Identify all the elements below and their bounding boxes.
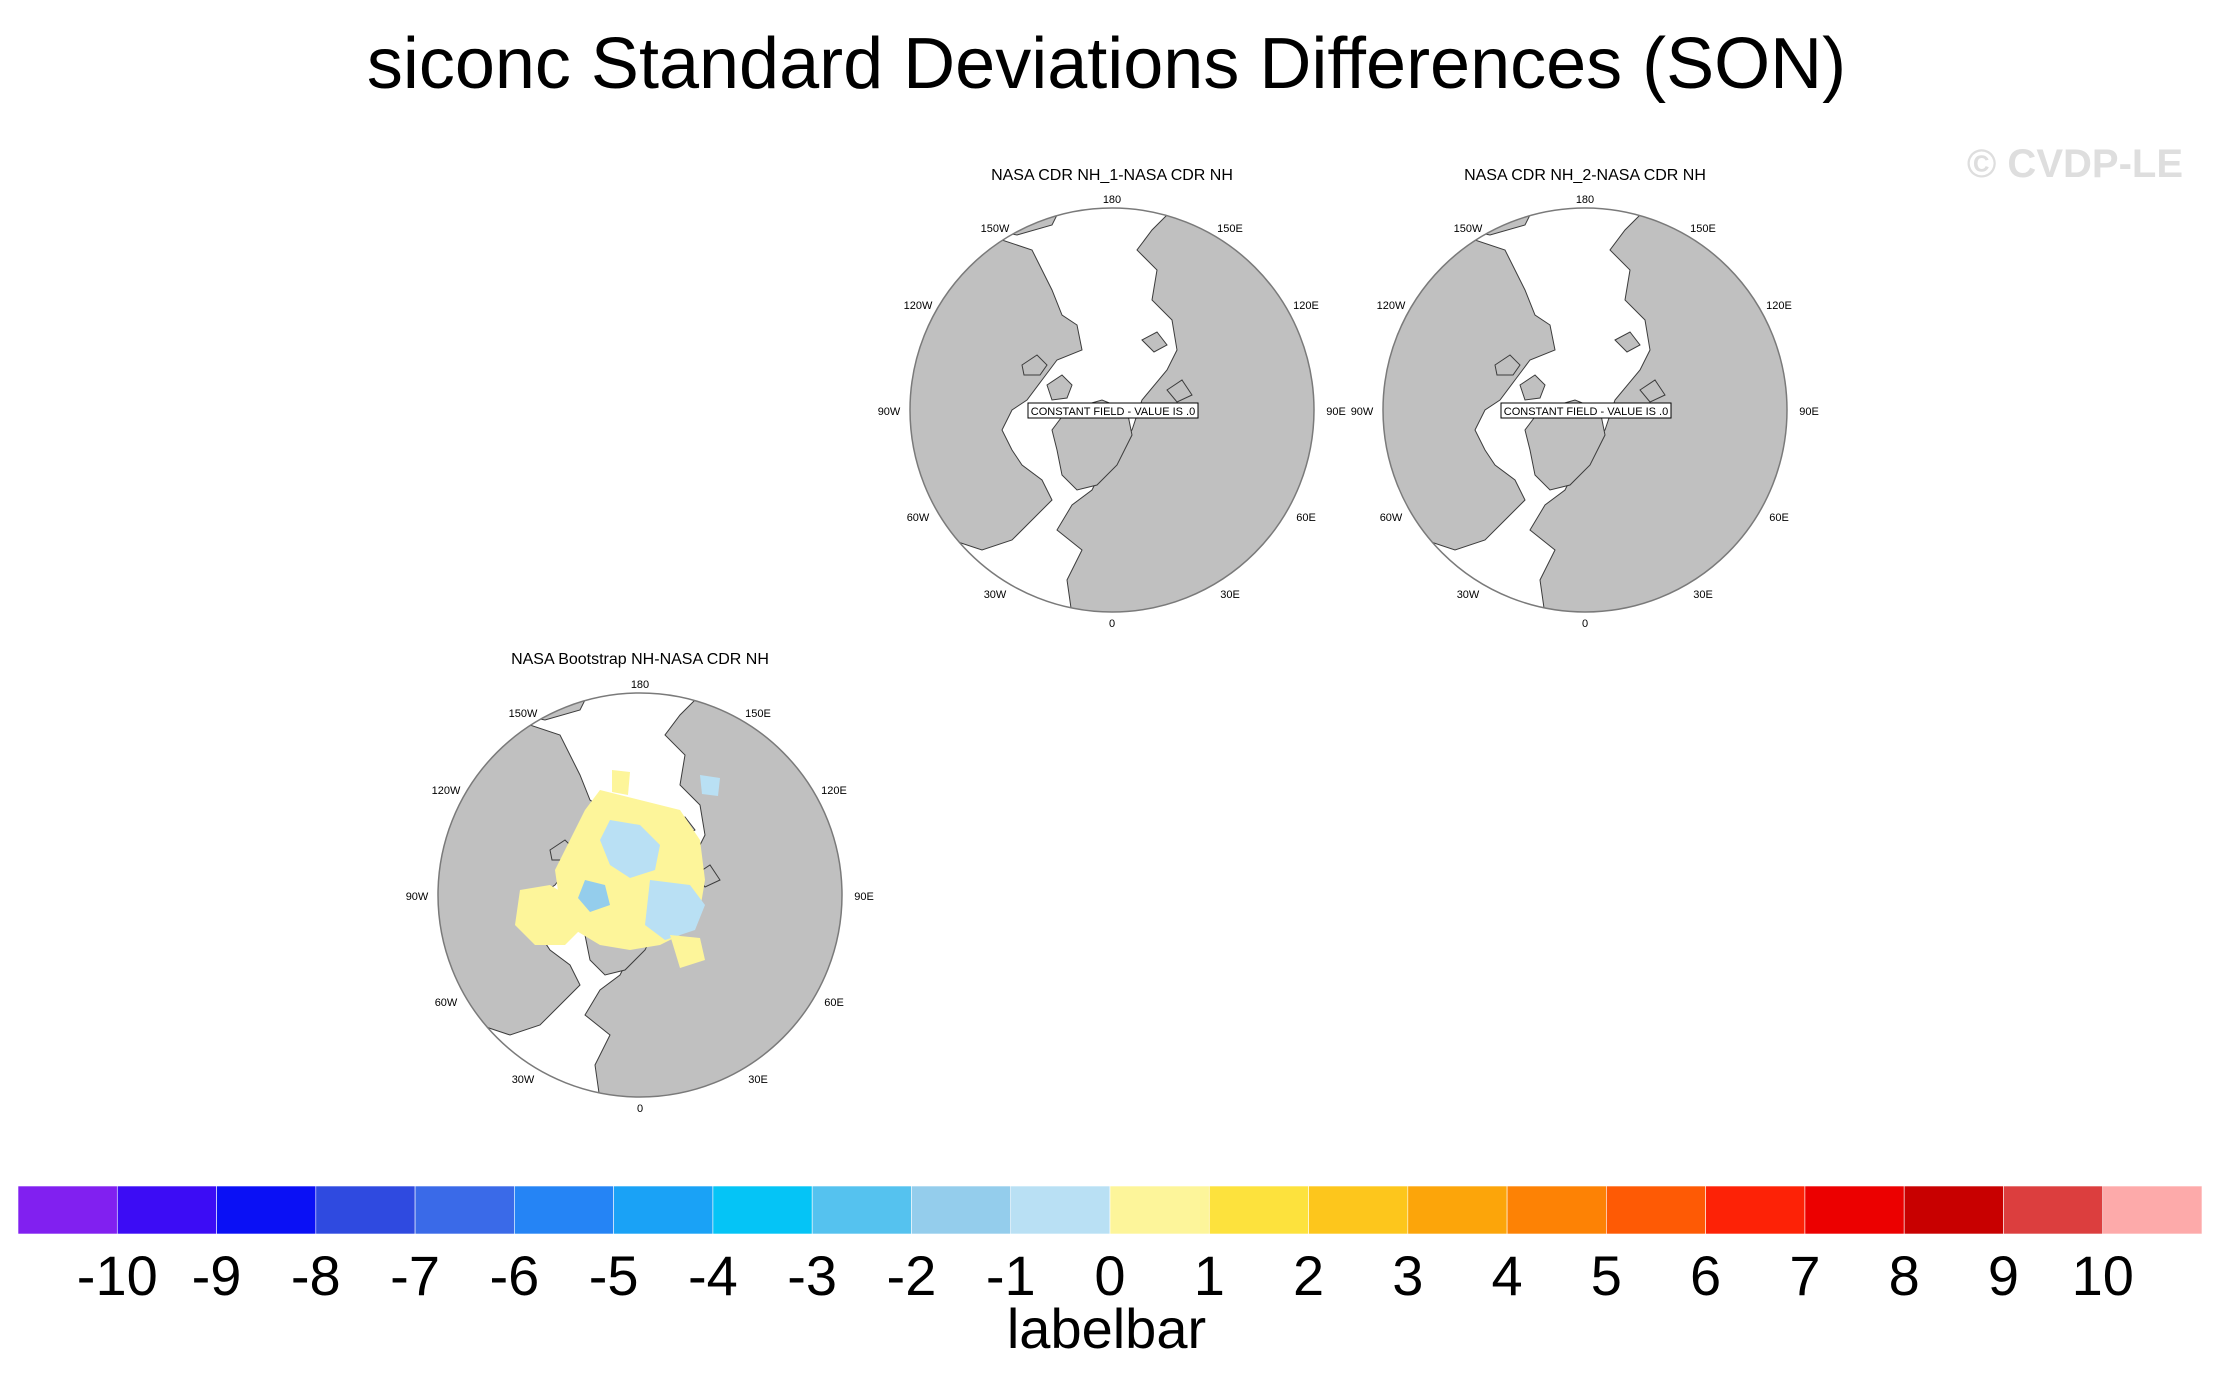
lon-label: 30E [748,1074,768,1086]
panel-title-3: NASA Bootstrap NH-NASA CDR NH [511,651,769,668]
colorbar-title: labelbar [1006,1297,1207,1360]
constant-field-note: CONSTANT FIELD - VALUE IS .0 [1031,406,1195,418]
colorbar-swatch [1010,1186,1111,1234]
lon-label: 120E [1293,300,1319,312]
colorbar-tick-label: -5 [588,1244,639,1307]
colorbar-swatch [1804,1186,1905,1234]
lon-labels-2: 180 150E 120E 90E 60E 30E 0 30W 60W 90W … [1351,194,1819,630]
lon-label: 30W [512,1074,535,1086]
lon-label: 30E [1693,589,1713,601]
lon-label: 90W [878,406,901,418]
lon-label: 150E [745,708,771,720]
watermark: © CVDP-LE [1966,142,2183,186]
lon-label: 90W [1351,406,1374,418]
colorbar-tick-label: -2 [886,1244,937,1307]
lon-label: 30E [1220,589,1240,601]
lon-label: 180 [1103,194,1121,206]
colorbar-swatch [1407,1186,1508,1234]
colorbar-swatch [2102,1186,2202,1234]
colorbar-tick-label: -9 [191,1244,242,1307]
lon-label: 90E [854,891,874,903]
lon-label: 120W [1377,300,1406,312]
colorbar-tick-label: -7 [390,1244,440,1307]
lon-label: 0 [1582,618,1588,630]
lon-labels-1: 180 150E 120E 90E 60E 30E 0 30W 60W 90W … [878,194,1346,630]
lon-label: 120E [1766,300,1792,312]
map-panel-2: CONSTANT FIELD - VALUE IS .0 180 150E 12… [1351,194,1819,630]
constant-field-box [1500,402,1672,419]
colorbar-swatch [1506,1186,1607,1234]
lon-label: 60W [907,512,930,524]
sea-ice-difference-field [515,770,720,968]
colorbar-tick-label: 2 [1292,1244,1325,1307]
lon-label: 120E [821,785,847,797]
colorbar-swatch [18,1186,118,1234]
colorbar-swatch [911,1186,1012,1234]
colorbar-swatch [116,1186,217,1234]
colorbar-tick-label: -4 [688,1244,738,1307]
lon-label: 0 [1109,618,1115,630]
lon-label: 90E [1326,406,1346,418]
colorbar-swatch [216,1186,317,1234]
map-panel-3: 180 150E 120E 90E 60E 30E 0 30W 60W 90W … [406,679,874,1115]
lon-label: 180 [631,679,649,691]
colorbar-swatch [811,1186,912,1234]
colorbar-swatch [315,1186,416,1234]
panel-title-1: NASA CDR NH_1-NASA CDR NH [991,167,1233,184]
colorbar-tick-label: 6 [1690,1244,1722,1307]
lon-label: 150E [1217,223,1243,235]
colorbar-tick-label: -3 [787,1244,838,1307]
lon-label: 150W [1454,223,1483,235]
colorbar-tick-label: 0 [1094,1244,1126,1307]
lon-label: 90E [1799,406,1819,418]
lon-label: 120W [432,785,461,797]
colorbar-tick-label: 9 [1987,1244,2020,1307]
map-panel-1: CONSTANT FIELD - VALUE IS .0 180 150E 12… [878,194,1346,630]
colorbar-swatch [1208,1186,1309,1234]
colorbar-swatch [514,1186,614,1234]
lon-label: 0 [637,1103,643,1115]
figure-title: siconc Standard Deviations Differences (… [366,24,1847,104]
colorbar-tick-label: 5 [1590,1244,1622,1307]
colorbar-swatch [1606,1186,1706,1234]
colorbar-tick-label: -1 [985,1244,1036,1307]
constant-field-box [1027,402,1199,419]
colorbar-tick-label: 7 [1789,1244,1821,1307]
colorbar-tick-label: 10 [2071,1244,2134,1307]
lon-label: 60W [1380,512,1403,524]
colorbar-tick-label: -6 [489,1244,540,1307]
lon-label: 90W [406,891,429,903]
colorbar-tick-label: -10 [76,1244,158,1307]
lon-label: 60W [435,997,458,1009]
colorbar-tick-label: 8 [1888,1244,1920,1307]
lon-label: 60E [1769,512,1789,524]
colorbar-swatch [613,1186,714,1234]
colorbar [18,1186,2202,1234]
lon-label: 30W [984,589,1007,601]
colorbar-swatch [2003,1186,2104,1234]
lon-label: 180 [1576,194,1594,206]
panel-title-2: NASA CDR NH_2-NASA CDR NH [1464,167,1706,184]
colorbar-swatch [712,1186,813,1234]
colorbar-tick-label: -8 [290,1244,341,1307]
lon-label: 60E [824,997,844,1009]
colorbar-swatch [414,1186,515,1234]
lon-label: 150E [1690,223,1716,235]
lon-labels-3: 180 150E 120E 90E 60E 30E 0 30W 60W 90W … [406,679,874,1115]
lon-label: 150W [509,708,538,720]
colorbar-tick-label: 3 [1392,1244,1424,1307]
lon-label: 60E [1296,512,1316,524]
lon-label: 150W [981,223,1010,235]
lon-label: 120W [904,300,933,312]
constant-field-note: CONSTANT FIELD - VALUE IS .0 [1504,406,1668,418]
colorbar-swatch [1308,1186,1409,1234]
colorbar-tick-label: 1 [1193,1244,1225,1307]
colorbar-swatch [1903,1186,2004,1234]
colorbar-swatch [1109,1186,1210,1234]
lon-label: 30W [1457,589,1480,601]
colorbar-swatch [1705,1186,1806,1234]
colorbar-tick-label: 4 [1491,1244,1523,1307]
